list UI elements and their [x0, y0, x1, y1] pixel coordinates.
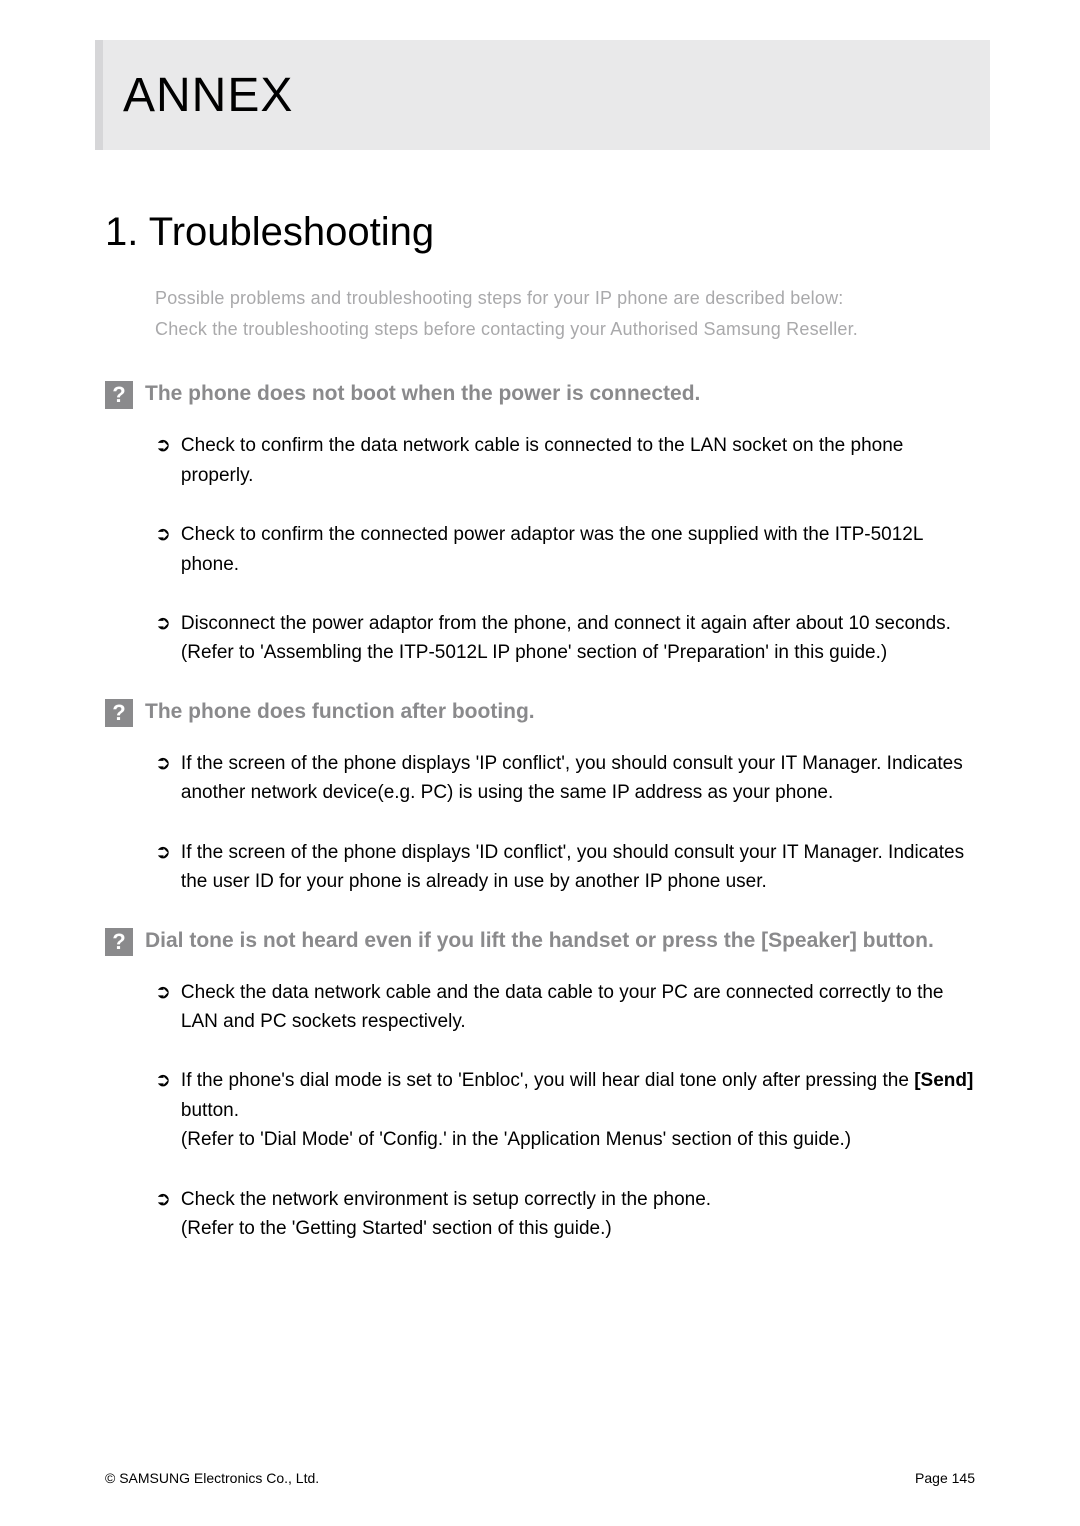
- bullet-text: If the screen of the phone displays 'IP …: [181, 749, 975, 808]
- bullet-icon: ➲: [155, 1066, 171, 1095]
- qa-block-1: ? The phone does function after booting.…: [105, 698, 975, 897]
- bullet-list: ➲ Check the data network cable and the d…: [155, 978, 975, 1244]
- question-mark-icon: ?: [105, 381, 133, 409]
- intro-line-1: Possible problems and troubleshooting st…: [155, 283, 975, 314]
- bullet-text: If the screen of the phone displays 'ID …: [181, 838, 975, 897]
- bullet-list: ➲ Check to confirm the data network cabl…: [155, 431, 975, 668]
- list-item: ➲ Check the network environment is setup…: [155, 1185, 975, 1244]
- qa-block-0: ? The phone does not boot when the power…: [105, 380, 975, 668]
- intro-line-2: Check the troubleshooting steps before c…: [155, 314, 975, 345]
- header-banner: ANNEX: [95, 40, 990, 150]
- question-text: The phone does function after booting.: [145, 698, 535, 726]
- intro-text: Possible problems and troubleshooting st…: [155, 283, 975, 344]
- list-item: ➲ Check to confirm the connected power a…: [155, 520, 975, 579]
- list-item: ➲ If the phone's dial mode is set to 'En…: [155, 1066, 975, 1154]
- bullet-text: Check the data network cable and the dat…: [181, 978, 975, 1037]
- bullet-icon: ➲: [155, 838, 171, 867]
- section-title: 1. Troubleshooting: [105, 210, 975, 255]
- bullet-icon: ➲: [155, 978, 171, 1007]
- bullet-icon: ➲: [155, 609, 171, 638]
- bullet-icon: ➲: [155, 749, 171, 778]
- list-item: ➲ Check to confirm the data network cabl…: [155, 431, 975, 490]
- question-text: Dial tone is not heard even if you lift …: [145, 927, 934, 955]
- bullet-icon: ➲: [155, 431, 171, 460]
- question-row: ? The phone does not boot when the power…: [105, 380, 975, 409]
- bullet-text: Disconnect the power adaptor from the ph…: [181, 609, 975, 668]
- question-mark-icon: ?: [105, 928, 133, 956]
- question-row: ? Dial tone is not heard even if you lif…: [105, 927, 975, 956]
- bullet-text: Check the network environment is setup c…: [181, 1185, 975, 1244]
- list-item: ➲ If the screen of the phone displays 'I…: [155, 749, 975, 808]
- page-number: Page 145: [915, 1470, 975, 1486]
- bullet-text: Check to confirm the data network cable …: [181, 431, 975, 490]
- copyright-text: © SAMSUNG Electronics Co., Ltd.: [105, 1470, 319, 1486]
- footer: © SAMSUNG Electronics Co., Ltd. Page 145: [105, 1470, 975, 1486]
- bullet-text: If the phone's dial mode is set to 'Enbl…: [181, 1066, 975, 1154]
- list-item: ➲ Disconnect the power adaptor from the …: [155, 609, 975, 668]
- question-row: ? The phone does function after booting.: [105, 698, 975, 727]
- list-item: ➲ If the screen of the phone displays 'I…: [155, 838, 975, 897]
- bullet-text: Check to confirm the connected power ada…: [181, 520, 975, 579]
- header-title: ANNEX: [123, 68, 293, 123]
- question-mark-icon: ?: [105, 699, 133, 727]
- bullet-icon: ➲: [155, 1185, 171, 1214]
- bullet-list: ➲ If the screen of the phone displays 'I…: [155, 749, 975, 897]
- question-text: The phone does not boot when the power i…: [145, 380, 700, 408]
- qa-block-2: ? Dial tone is not heard even if you lif…: [105, 927, 975, 1244]
- main-content: 1. Troubleshooting Possible problems and…: [105, 210, 975, 1274]
- bullet-icon: ➲: [155, 520, 171, 549]
- list-item: ➲ Check the data network cable and the d…: [155, 978, 975, 1037]
